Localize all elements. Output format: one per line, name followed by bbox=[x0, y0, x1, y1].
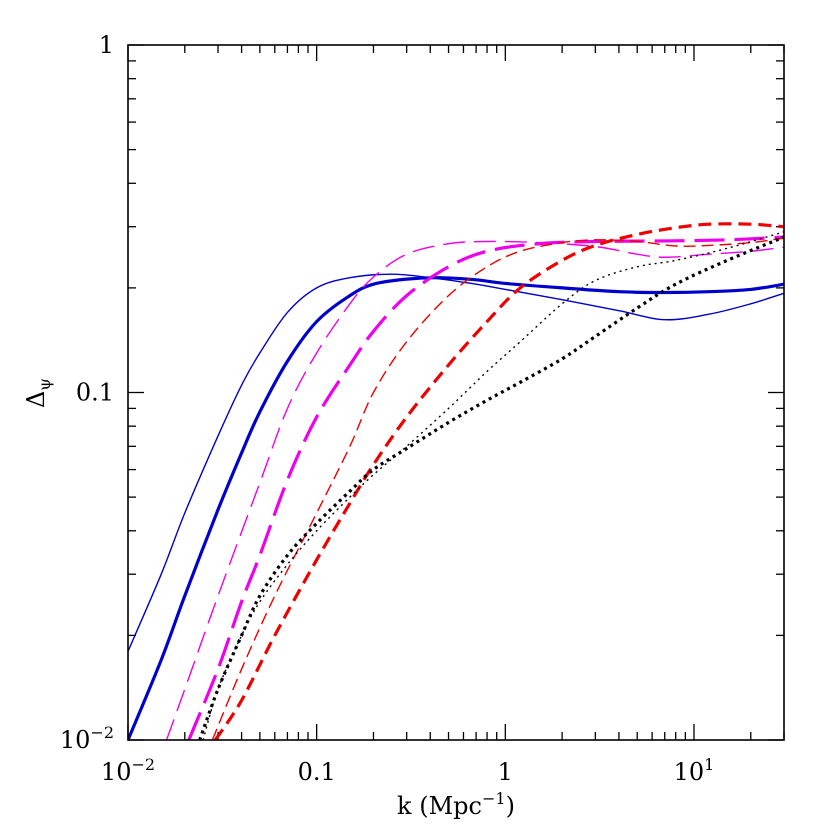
x-axis-label: k (Mpc−1) bbox=[397, 789, 515, 820]
y-axis-label: Δψ bbox=[22, 378, 54, 408]
y-tick-label: 0.1 bbox=[76, 379, 114, 407]
series-line-3 bbox=[165, 240, 784, 740]
y-tick-label: 1 bbox=[99, 31, 114, 59]
x-tick-label: 10−2 bbox=[101, 755, 155, 786]
x-tick-label: 101 bbox=[674, 755, 715, 786]
series-line-4 bbox=[187, 235, 784, 740]
x-tick-label: 0.1 bbox=[298, 758, 336, 786]
series-line-7 bbox=[202, 231, 784, 740]
x-tick-label: 1 bbox=[498, 758, 513, 786]
series-line-5 bbox=[211, 237, 784, 740]
plot-frame bbox=[127, 44, 785, 741]
series-group bbox=[128, 222, 784, 740]
axis-ticks bbox=[127, 44, 785, 741]
tick-labels: 10−2 0.1 1 101 10−2 0.1 1 bbox=[60, 31, 714, 786]
y-tick-label: 10−2 bbox=[60, 723, 114, 754]
series-line-1 bbox=[128, 273, 784, 652]
series-line-6 bbox=[213, 222, 784, 740]
series-line-2 bbox=[128, 276, 784, 740]
